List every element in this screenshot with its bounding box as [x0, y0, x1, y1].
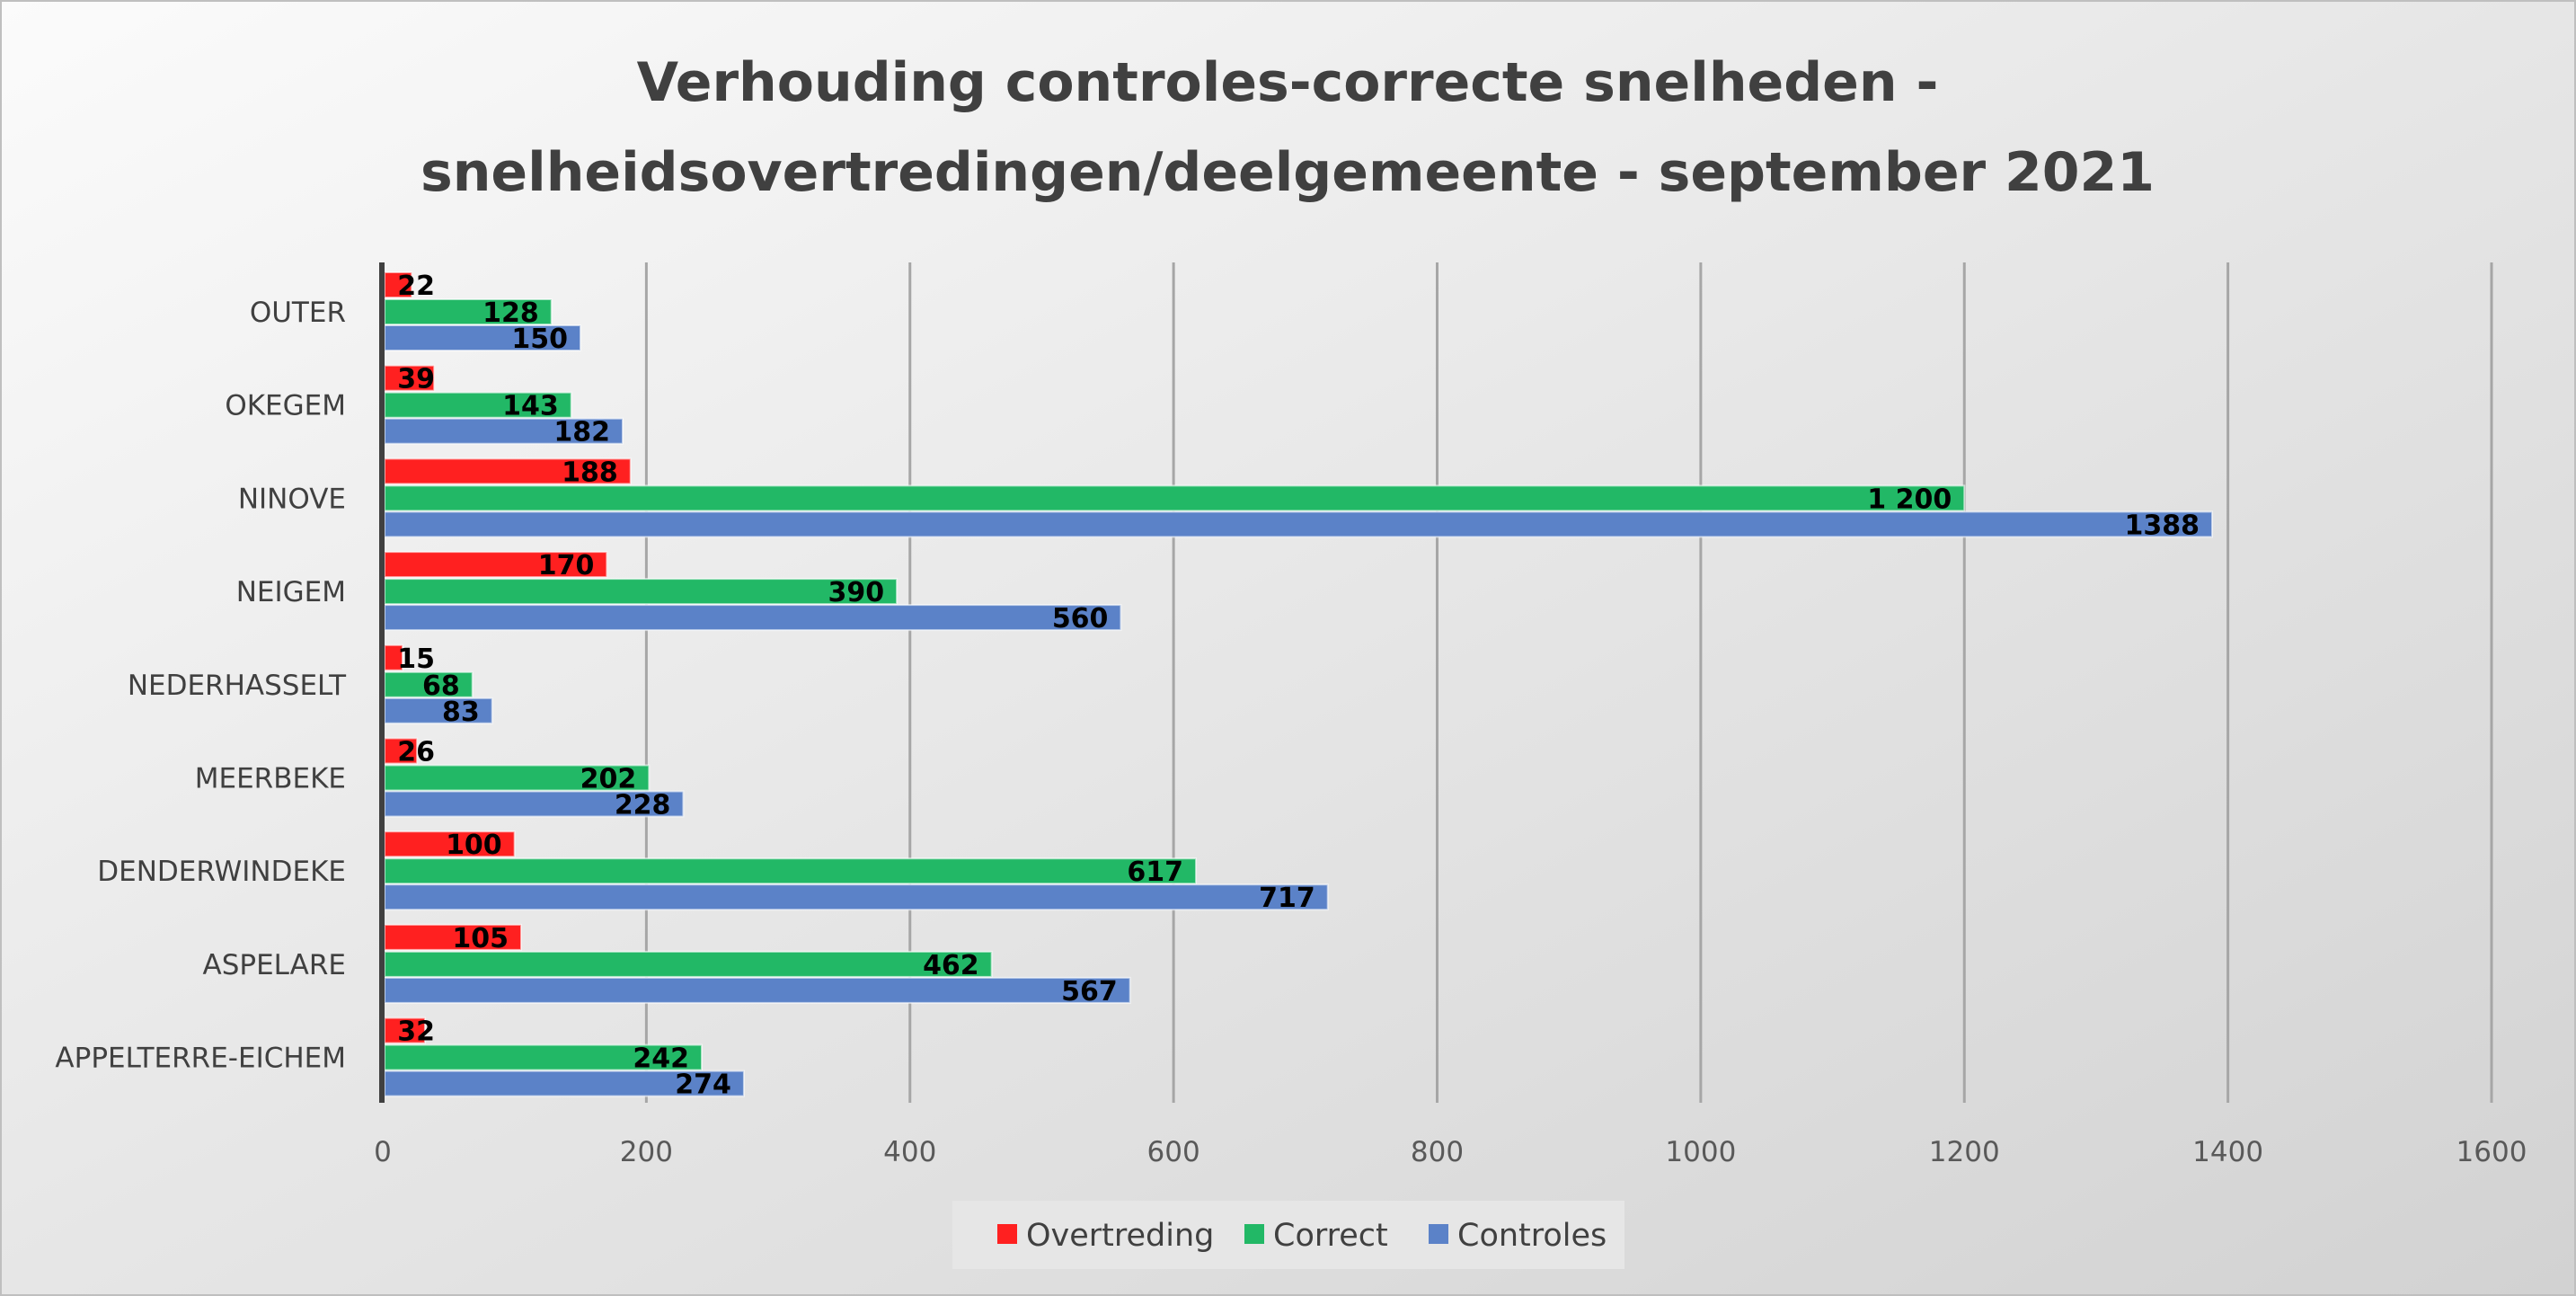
data-label: 83	[442, 697, 480, 728]
legend-swatch-controles	[1429, 1224, 1448, 1244]
legend: Overtreding Correct Controles	[952, 1201, 1624, 1269]
bar-correct	[384, 764, 651, 792]
bar-correct	[384, 670, 474, 698]
chart-title-line-2: snelheidsovertredingen/deelgemeente - se…	[420, 141, 2155, 204]
chart-title-line-1: Verhouding controles-correcte snelheden …	[637, 51, 1939, 114]
bar-correct	[384, 391, 572, 419]
bar-overtreding	[384, 271, 413, 298]
y-category-label: APPELTERRE-EICHEM	[55, 1043, 346, 1075]
y-axis-line	[379, 262, 385, 1103]
bar-controles	[384, 510, 2214, 538]
data-label: 150	[511, 324, 568, 355]
y-category-label: ASPELARE	[203, 949, 346, 981]
legend-label-overtreding: Overtreding	[1026, 1218, 1214, 1254]
x-tick-label: 400	[883, 1136, 936, 1168]
data-label: 617	[1127, 857, 1183, 888]
bar-correct	[384, 298, 553, 325]
data-label: 26	[397, 737, 435, 768]
bar-controles	[384, 417, 624, 445]
data-label: 128	[482, 297, 539, 329]
data-label: 567	[1061, 976, 1118, 1008]
legend-swatch-overtreding	[997, 1224, 1017, 1244]
y-category-label: MEERBEKE	[195, 763, 346, 795]
bar-controles	[384, 883, 1329, 911]
y-category-label: NEDERHASSELT	[128, 670, 347, 702]
y-category-label: NINOVE	[238, 483, 346, 515]
data-label: 15	[397, 644, 435, 675]
y-category-label: NEIGEM	[236, 576, 346, 608]
data-label: 22	[397, 271, 435, 302]
data-label: 274	[675, 1070, 731, 1101]
x-tick-label: 1600	[2456, 1136, 2527, 1168]
x-tick-label: 800	[1411, 1136, 1464, 1168]
legend-label-correct: Correct	[1273, 1218, 1388, 1254]
data-label: 717	[1259, 883, 1315, 914]
bar-correct	[384, 857, 1198, 885]
data-label: 100	[446, 830, 502, 861]
data-label: 390	[828, 577, 884, 608]
bar-controles	[384, 324, 582, 351]
x-tick-label: 1400	[2192, 1136, 2263, 1168]
data-label: 1388	[2125, 510, 2200, 541]
legend-box	[952, 1201, 1624, 1269]
data-label: 1 200	[1867, 484, 1952, 515]
data-label: 202	[580, 764, 637, 795]
legend-label-controles: Controles	[1457, 1218, 1607, 1254]
data-label: 188	[562, 457, 618, 488]
bar-correct	[384, 484, 1966, 512]
x-tick-label: 200	[620, 1136, 673, 1168]
bar-controles	[384, 604, 1122, 632]
y-category-label: DENDERWINDEKE	[97, 856, 346, 888]
data-label: 143	[502, 391, 559, 422]
bar-controles	[384, 790, 685, 818]
x-tick-label: 1000	[1665, 1136, 1736, 1168]
x-tick-label: 600	[1147, 1136, 1200, 1168]
bar-overtreding	[384, 551, 608, 579]
bar-correct	[384, 578, 899, 606]
x-tick-label: 0	[374, 1136, 392, 1168]
data-label: 182	[553, 417, 610, 448]
data-label: 228	[615, 790, 671, 821]
bar-correct	[384, 950, 993, 978]
data-label: 68	[422, 670, 460, 702]
data-label: 560	[1052, 603, 1109, 635]
data-label: 242	[633, 1043, 689, 1075]
bar-overtreding	[384, 364, 436, 392]
data-label: 170	[538, 550, 595, 581]
legend-swatch-correct	[1244, 1224, 1264, 1244]
data-label: 32	[397, 1016, 435, 1048]
y-category-label: OUTER	[250, 297, 346, 329]
bar-overtreding	[384, 830, 516, 858]
data-label: 462	[923, 950, 979, 981]
data-label: 39	[397, 364, 435, 395]
data-label: 105	[452, 923, 509, 954]
bar-controles	[384, 976, 1131, 1004]
x-tick-label: 1200	[1929, 1136, 2000, 1168]
y-category-label: OKEGEM	[225, 390, 346, 422]
bar-overtreding	[384, 457, 632, 485]
